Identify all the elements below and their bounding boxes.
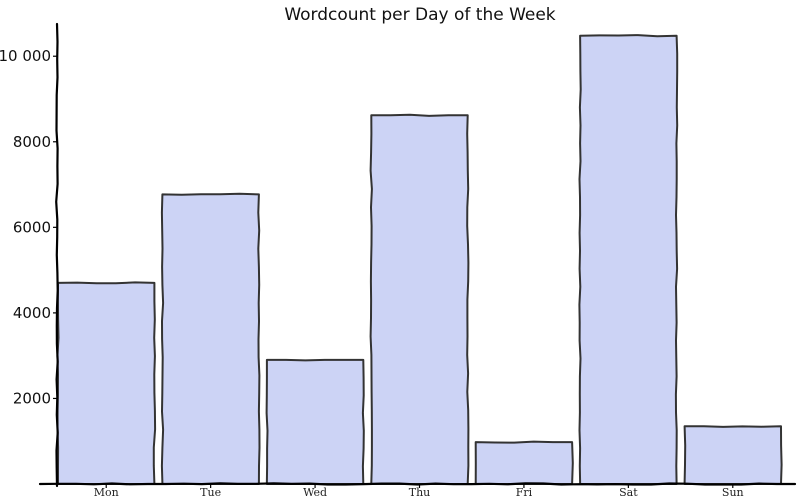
- y-tick-label: 6000: [13, 218, 51, 236]
- x-tick-label-tue: Tue: [200, 486, 221, 499]
- bar-wed: [265, 358, 365, 485]
- y-tick-label: 2000: [13, 389, 51, 407]
- x-tick-label-wed: Wed: [303, 486, 327, 499]
- bar-fri: [474, 440, 574, 485]
- x-tick-label-sat: Sat: [619, 486, 638, 499]
- bar-tue: [160, 192, 261, 485]
- y-axis: [55, 22, 59, 488]
- x-axis: [38, 482, 797, 486]
- x-tick-label-mon: Mon: [94, 486, 119, 499]
- x-tick-label-sun: Sun: [722, 486, 744, 499]
- bar-mon: [56, 281, 157, 485]
- bars-group: [56, 34, 783, 485]
- y-tick-label: 8000: [13, 133, 51, 151]
- x-axis-ticks: Mon Tue Wed Thu Fri Sat Sun: [94, 484, 744, 499]
- bar-sun: [683, 425, 783, 485]
- x-tick-label-thu: Thu: [409, 486, 431, 499]
- chart-title: Wordcount per Day of the Week: [284, 5, 555, 25]
- y-tick-label: 10 000: [0, 47, 51, 65]
- x-tick-label-fri: Fri: [516, 486, 533, 499]
- bar-sat: [578, 34, 679, 485]
- bar-thu: [369, 113, 470, 485]
- y-tick-label: 4000: [13, 304, 51, 322]
- y-axis-ticks: 2000 4000 6000 8000 10 000: [0, 47, 57, 407]
